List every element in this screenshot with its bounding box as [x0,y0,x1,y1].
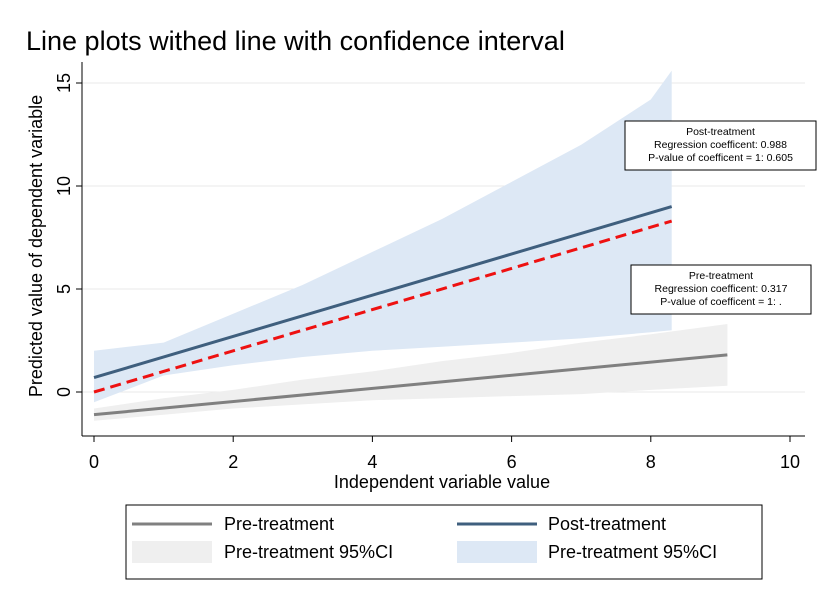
x-tick-label-4: 4 [367,452,377,472]
x-tick-label-6: 6 [507,452,517,472]
annotation-box-1 [630,264,812,315]
annotation-0-line-2: P-value of coefficent = 1: 0.605 [648,152,793,164]
series-line-2 [93,205,673,380]
annotation-0-line-1: Regression coefficent: 0.988 [654,139,787,151]
y-axis-label: Predicted value of dependent variable [26,95,46,397]
series-line-0 [93,353,728,417]
confidence-bands [94,70,728,421]
band-1 [94,324,728,421]
legend-key-3 [457,541,537,563]
legend-label-1: Post-treatment [548,514,666,534]
legend-key-2 [132,541,212,563]
y-tick-label-15: 15 [54,73,74,93]
legend-label-2: Pre-treatment 95%CI [224,542,393,562]
legend-label-0: Pre-treatment [224,514,334,534]
chart-title: Line plots withed line with confidence i… [26,26,565,56]
y-tick-label-10: 10 [54,176,74,196]
legend-box [125,504,763,580]
series-lines [93,205,728,417]
y-tick-label-0: 0 [54,387,74,397]
x-tick-label-8: 8 [646,452,656,472]
x-axis-label: Independent variable value [334,472,550,492]
legend-label-3: Pre-treatment 95%CI [548,542,717,562]
annotation-1-line-2: P-value of coefficent = 1: . [660,296,782,308]
annotation-1-line-1: Regression coefficent: 0.317 [655,283,788,295]
annotation-box-0 [624,120,817,171]
band-3 [94,70,672,403]
x-tick-label-0: 0 [89,452,99,472]
annotation-0-line-0: Post-treatment [686,126,755,138]
reference-dashed-line [93,219,673,394]
legend: Pre-treatment Post-treatment Pre-treatment… [125,504,763,580]
axes: 0 5 10 15 0 2 4 6 8 10 [54,62,805,472]
y-tick-label-5: 5 [54,284,74,294]
x-tick-label-10: 10 [780,452,800,472]
annotation-1-line-0: Pre-treatment [689,270,753,282]
x-tick-label-2: 2 [228,452,238,472]
